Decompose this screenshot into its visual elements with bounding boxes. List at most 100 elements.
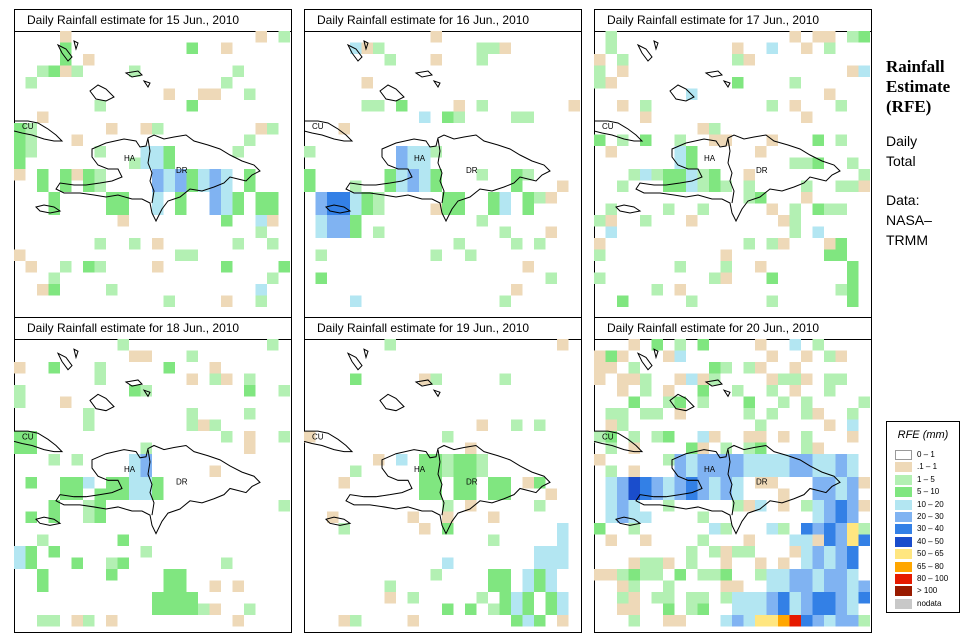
rainfall-cell xyxy=(442,111,454,123)
rainfall-cell xyxy=(430,169,442,181)
rainfall-cell xyxy=(557,592,569,604)
rainfall-cell xyxy=(812,339,824,351)
rainfall-cell xyxy=(186,42,198,54)
rainfall-cell xyxy=(117,488,129,500)
rainfall-cell xyxy=(71,65,83,77)
rainfall-cell xyxy=(755,339,767,351)
rainfall-cell xyxy=(25,546,37,558)
rainfall-cell xyxy=(778,500,790,512)
cuba-outline xyxy=(14,430,64,453)
rainfall-cell xyxy=(48,65,60,77)
rainfall-cell xyxy=(720,454,732,466)
panel-title: Daily Rainfall estimate for 17 Jun., 201… xyxy=(594,9,872,32)
side-title: Rainfall Estimate (RFE) xyxy=(886,57,950,117)
rainfall-cell xyxy=(373,226,385,238)
island-outline xyxy=(73,348,79,360)
rainfall-cell xyxy=(488,603,500,615)
rainfall-cell xyxy=(465,477,477,489)
rainfall-cell xyxy=(442,511,454,523)
coastlines xyxy=(304,40,551,223)
rainfall-cell xyxy=(407,180,419,192)
rainfall-cell xyxy=(60,31,72,43)
rainfall-cell xyxy=(720,442,732,454)
rainfall-cell xyxy=(255,295,267,307)
rainfall-cell xyxy=(106,569,118,581)
rainfall-cell xyxy=(789,592,801,604)
rainfall-cell xyxy=(350,42,362,54)
rainfall-cell xyxy=(37,284,49,296)
rainfall-cell xyxy=(594,238,606,250)
rainfall-cells xyxy=(594,339,870,627)
source-line: Data: xyxy=(886,192,920,208)
rainfall-cell xyxy=(697,442,709,454)
rainfall-cell xyxy=(476,215,488,227)
rainfall-cell xyxy=(847,408,859,420)
rainfall-cell xyxy=(488,569,500,581)
rainfall-cell xyxy=(25,123,37,135)
border-line xyxy=(437,138,445,204)
rainfall-cell xyxy=(476,100,488,112)
rainfall-cell xyxy=(709,169,721,181)
rainfall-cell xyxy=(14,396,26,408)
rainfall-cell xyxy=(847,557,859,569)
rainfall-cell xyxy=(255,215,267,227)
island-outline xyxy=(722,389,731,398)
rainfall-cell xyxy=(766,42,778,54)
rainfall-cell xyxy=(686,557,698,569)
rainfall-cell xyxy=(663,396,675,408)
rainfall-cell xyxy=(545,580,557,592)
rainfall-cell xyxy=(824,500,836,512)
rainfall-cell xyxy=(709,180,721,192)
rainfall-cell xyxy=(663,454,675,466)
rainfall-cell xyxy=(396,180,408,192)
rainfall-cell xyxy=(129,477,141,489)
island-outline xyxy=(142,389,151,398)
rainfall-cell xyxy=(766,408,778,420)
rainfall-cell xyxy=(674,569,686,581)
rainfall-cell xyxy=(743,534,755,546)
coastlines xyxy=(14,348,261,535)
rainfall-cell xyxy=(709,477,721,489)
rainfall-cell xyxy=(499,373,511,385)
rainfall-cell xyxy=(83,615,95,627)
hispaniola-outline xyxy=(345,444,551,535)
rainfall-cell xyxy=(499,488,511,500)
rainfall-cell xyxy=(384,169,396,181)
rainfall-cell xyxy=(384,580,396,592)
rainfall-cell xyxy=(812,31,824,43)
rainfall-cell xyxy=(801,192,813,204)
island-outline xyxy=(56,352,73,371)
rainfall-cell xyxy=(594,569,606,581)
rainfall-cell xyxy=(732,77,744,89)
rainfall-cell xyxy=(801,431,813,443)
rainfall-cell xyxy=(605,477,617,489)
rainfall-cell xyxy=(858,396,870,408)
rainfall-cell xyxy=(545,569,557,581)
rainfall-cell xyxy=(835,134,847,146)
rainfall-cell xyxy=(442,603,454,615)
rainfall-cell xyxy=(594,249,606,261)
rainfall-cell xyxy=(628,373,640,385)
rainfall-cell xyxy=(812,408,824,420)
rainfall-cell xyxy=(534,419,546,431)
rainfall-cell xyxy=(617,488,629,500)
rainfall-cell xyxy=(697,339,709,351)
rainfall-cell xyxy=(824,534,836,546)
rainfall-cell xyxy=(709,272,721,284)
rainfall-cell xyxy=(594,350,606,362)
rainfall-cell xyxy=(766,373,778,385)
rainfall-cell xyxy=(338,215,350,227)
rainfall-cell xyxy=(60,54,72,66)
island-outline xyxy=(669,393,695,412)
rainfall-cell xyxy=(522,592,534,604)
rainfall-cell xyxy=(732,488,744,500)
rainfall-cell xyxy=(812,488,824,500)
rainfall-cell xyxy=(152,146,164,158)
legend-label: 10 – 20 xyxy=(917,499,944,509)
rainfall-cell xyxy=(60,65,72,77)
rainfall-cell xyxy=(709,569,721,581)
rainfall-cell xyxy=(743,180,755,192)
rainfall-cell xyxy=(663,180,675,192)
rainfall-cell xyxy=(267,192,279,204)
rainfall-cell xyxy=(858,534,870,546)
